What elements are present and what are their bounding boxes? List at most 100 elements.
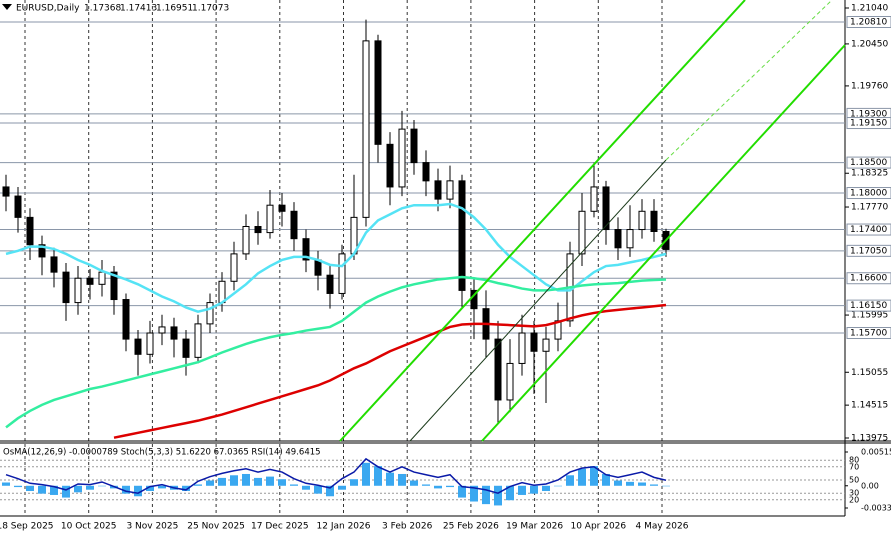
candle-body — [158, 326, 166, 334]
candle-body — [386, 143, 394, 188]
candle-body — [26, 216, 34, 246]
level-box — [846, 272, 891, 285]
y-tick-label: 1.19760 — [851, 81, 888, 91]
candle-body — [338, 253, 346, 294]
osma-bar — [482, 485, 490, 505]
levels — [0, 21, 845, 334]
osma-bar — [242, 473, 250, 486]
candle-body — [506, 362, 514, 401]
y-tick-label: 1.15995 — [851, 311, 888, 321]
osma-bar — [158, 485, 166, 489]
candle-body — [254, 225, 262, 234]
candle-body — [530, 332, 538, 352]
candle-body — [446, 180, 454, 200]
osma-bar — [290, 484, 298, 486]
osma-bar — [314, 485, 322, 494]
level-box — [846, 223, 891, 236]
candle-body — [230, 253, 238, 282]
level-label: 1.17400 — [850, 225, 887, 235]
candle-body — [194, 323, 202, 358]
candle-body — [314, 259, 322, 276]
osma-bar — [26, 485, 34, 492]
level-box — [846, 187, 891, 200]
osma-bar — [578, 468, 586, 486]
oscillator-level-label: 20 — [849, 495, 859, 504]
x-tick-label: 10 Oct 2025 — [61, 522, 117, 532]
candle-body — [242, 225, 250, 255]
level-label: 1.20810 — [850, 17, 887, 27]
candle-body — [206, 302, 214, 325]
osma-bar — [662, 485, 670, 487]
oscillator-level-label: 30 — [849, 489, 859, 498]
menu-arrow[interactable] — [2, 4, 12, 10]
level-box — [846, 327, 891, 340]
osma-bar — [38, 485, 46, 494]
oscillator-line — [5, 457, 667, 495]
y-tick-label: 1.17770 — [851, 203, 888, 213]
candle-body — [74, 277, 82, 304]
moving-average — [113, 303, 667, 439]
x-tick-label: 10 Apr 2026 — [570, 522, 626, 532]
candle-body — [86, 277, 94, 285]
x-tick-label: 3 Feb 2026 — [382, 522, 433, 532]
level-box — [846, 117, 891, 130]
osma-bar — [146, 485, 154, 492]
candle-body — [302, 238, 310, 261]
osma-bar — [458, 485, 466, 498]
osma-bar — [122, 485, 130, 494]
osma-bar — [350, 479, 358, 486]
osma-bar — [446, 485, 454, 488]
osma-bar — [338, 485, 346, 490]
level-box — [846, 244, 891, 257]
candle-body — [2, 186, 10, 197]
channel-line — [339, 0, 746, 442]
osma-tick-label: -0.00339 — [861, 504, 891, 513]
candle-body — [542, 338, 550, 352]
candle-body — [38, 244, 46, 258]
level-label: 1.19150 — [850, 119, 887, 129]
osma-bar — [626, 481, 634, 486]
osma-bar — [62, 485, 70, 498]
osma-tick-label: 0.00 — [861, 481, 879, 490]
candles — [2, 19, 670, 425]
candle-body — [398, 128, 406, 188]
osma-bar — [602, 473, 610, 486]
osma-bar — [398, 473, 406, 486]
candle-body — [590, 186, 598, 212]
y-tick-label: 1.20450 — [851, 39, 888, 49]
candle-body — [410, 128, 418, 164]
osma-bar — [98, 485, 106, 487]
osma-bar — [86, 485, 94, 490]
candle-body — [518, 332, 526, 364]
ohlc-open: 1.17368 — [84, 4, 121, 14]
level-label: 1.18000 — [850, 189, 887, 199]
osma-bar — [554, 485, 562, 487]
osma-bar — [14, 485, 22, 488]
y-tick-label: 1.15055 — [851, 368, 888, 378]
osma-bar — [230, 475, 238, 486]
candle-body — [494, 338, 502, 401]
candle-body — [14, 195, 22, 218]
level-label: 1.16150 — [850, 301, 887, 311]
ohlc-high: 1.17413 — [120, 4, 157, 14]
candle-body — [134, 338, 142, 355]
candle-body — [98, 271, 106, 285]
candle-body — [578, 210, 586, 255]
candle-body — [650, 210, 658, 232]
osma-bar — [254, 477, 262, 486]
osma-bar — [134, 485, 142, 497]
candle-body — [326, 274, 334, 294]
level-label: 1.15700 — [850, 329, 887, 339]
oscillator-level-label: 50 — [849, 476, 859, 485]
x-tick-label: 4 May 2026 — [636, 522, 689, 532]
candle-body — [110, 271, 118, 301]
osma-bar — [422, 484, 430, 486]
osma-bar — [50, 485, 58, 495]
x-tick-label: 25 Nov 2025 — [187, 522, 245, 532]
x-tick-label: 3 Nov 2025 — [126, 522, 178, 532]
candle-body — [602, 186, 610, 231]
indicator-header: OsMA(12,26,9) -0.0000789 Stoch(5,3,3) 51… — [3, 448, 321, 458]
candle-body — [122, 299, 130, 340]
candle-body — [638, 210, 646, 231]
